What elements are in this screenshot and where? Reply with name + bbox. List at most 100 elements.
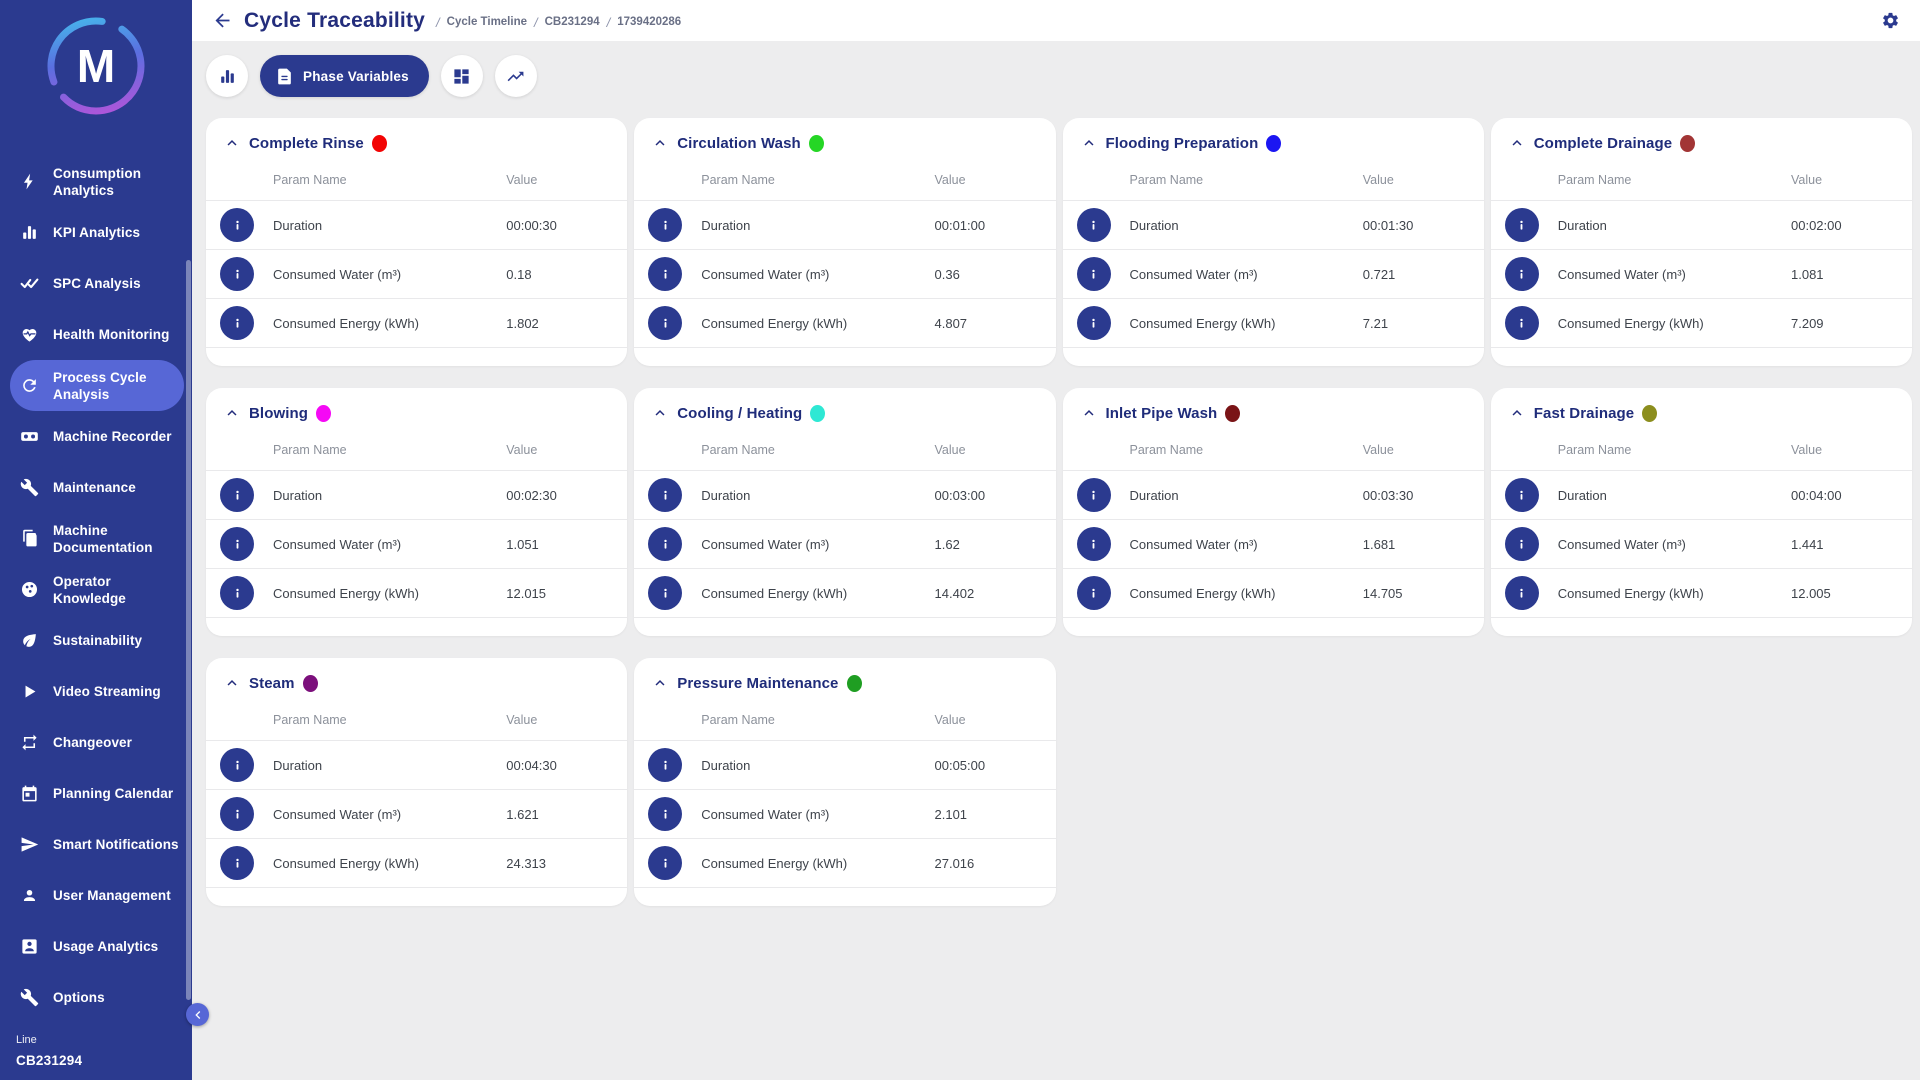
info-icon[interactable] [1076,208,1111,242]
sidebar-scrollbar[interactable] [186,260,191,1000]
sidebar-item-options[interactable]: Options [10,972,184,1023]
chevron-up-icon[interactable] [1508,404,1526,422]
table-row: Duration 00:01:00 [634,200,1056,249]
table-row: Consumed Water (m³) 1.681 [1062,519,1484,568]
column-header-value: Value [506,173,538,187]
back-button[interactable] [212,10,233,31]
info-icon[interactable] [220,478,254,512]
info-icon[interactable] [648,478,683,512]
sidebar-item-consumption-analytics[interactable]: Consumption Analytics [10,156,184,207]
info-icon[interactable] [220,576,254,610]
column-header-value: Value [934,173,966,187]
chevron-up-icon[interactable] [651,404,669,422]
svg-text:M: M [77,40,115,92]
sidebar-item-sustainability[interactable]: Sustainability [10,615,184,666]
sidebar-item-machine-documentation[interactable]: Machine Documentation [10,513,184,564]
column-header-param-name: Param Name [273,173,347,187]
info-icon[interactable] [648,527,683,561]
info-icon[interactable] [1504,576,1539,610]
table-row: Consumed Energy (kWh) 12.005 [1490,568,1912,618]
page-title: Cycle Traceability [244,8,426,32]
info-icon[interactable] [648,208,683,242]
chevron-up-icon[interactable] [223,404,241,422]
param-name: Consumed Water (m³) [273,536,402,552]
info-icon[interactable] [1504,208,1539,242]
breadcrumb-item-1739420286[interactable]: 1739420286 [617,16,682,28]
chevron-up-icon[interactable] [651,674,669,692]
sidebar-item-planning-calendar[interactable]: Planning Calendar [10,768,184,819]
table-header: Param Name Value [634,431,1055,470]
table-header: Param Name Value [1491,161,1912,200]
info-icon[interactable] [220,748,254,782]
breadcrumb-item-cb231294[interactable]: CB231294 [544,16,600,28]
param-value: 1.621 [506,806,539,822]
column-header-param-name: Param Name [273,713,347,727]
info-icon[interactable] [220,257,254,291]
chart-view-button[interactable] [206,55,248,97]
info-icon[interactable] [648,748,683,782]
chevron-up-icon[interactable] [223,674,241,692]
table-header: Param Name Value [1491,431,1912,470]
chevron-up-icon[interactable] [651,134,669,152]
info-icon[interactable] [1504,306,1539,340]
phase-color-dot [316,404,332,422]
sidebar-item-health-monitoring[interactable]: Health Monitoring [10,309,184,360]
chevron-up-icon[interactable] [1508,134,1526,152]
sidebar-item-maintenance[interactable]: Maintenance [10,462,184,513]
param-value: 1.802 [506,315,539,331]
sidebar-item-label: SPC Analysis [53,276,141,291]
info-icon[interactable] [220,797,254,831]
chevron-up-icon[interactable] [223,134,241,152]
sidebar-item-user-management[interactable]: User Management [10,870,184,921]
toolbar: Phase Variables [192,41,1920,97]
sidebar-item-process-cycle-analysis[interactable]: Process Cycle Analysis [10,360,184,411]
calendar-icon [18,784,40,803]
column-header-param-name: Param Name [701,443,775,457]
info-icon[interactable] [1076,306,1111,340]
leaf-icon [18,631,40,650]
sidebar-item-kpi-analytics[interactable]: KPI Analytics [10,207,184,258]
column-header-value: Value [934,443,966,457]
phase-card-cooling-heating: Cooling / Heating Param Name Value Duration… [634,388,1056,636]
table-header: Param Name Value [206,701,627,740]
sidebar-item-video-streaming[interactable]: Video Streaming [10,666,184,717]
sidebar-item-machine-recorder[interactable]: Machine Recorder [10,411,184,462]
param-name: Consumed Water (m³) [701,806,830,822]
phase-variables-button[interactable]: Phase Variables [260,55,429,97]
info-icon[interactable] [1504,527,1539,561]
sidebar-item-operator-knowledge[interactable]: Operator Knowledge [10,564,184,615]
info-icon[interactable] [648,257,683,291]
phase-card-header: Flooding Preparation [1063,118,1484,161]
param-name: Duration [273,487,323,503]
info-icon[interactable] [648,846,683,880]
param-value: 1.441 [1791,536,1824,552]
chevron-up-icon[interactable] [1080,134,1098,152]
info-icon[interactable] [648,306,683,340]
sidebar-item-smart-notifications[interactable]: Smart Notifications [10,819,184,870]
info-icon[interactable] [220,208,254,242]
info-icon[interactable] [1076,478,1111,512]
info-icon[interactable] [1076,527,1111,561]
info-icon[interactable] [1076,576,1111,610]
info-icon[interactable] [648,576,683,610]
info-icon[interactable] [648,797,683,831]
table-row: Consumed Water (m³) 1.441 [1490,519,1912,568]
info-icon[interactable] [220,306,254,340]
grid-view-button[interactable] [440,55,483,97]
sidebar-item-changeover[interactable]: Changeover [10,717,184,768]
info-icon[interactable] [220,527,254,561]
breadcrumb-item-cycle-timeline[interactable]: Cycle Timeline [446,16,527,28]
sidebar-item-spc-analysis[interactable]: SPC Analysis [10,258,184,309]
phase-card-blowing: Blowing Param Name Value Duration 00:02:30 Co… [206,388,628,636]
trend-view-button[interactable] [494,55,537,97]
sidebar-item-usage-analytics[interactable]: Usage Analytics [10,921,184,972]
info-icon[interactable] [220,846,254,880]
double-check-icon [18,274,40,293]
chevron-up-icon[interactable] [1080,404,1098,422]
sidebar-collapse-button[interactable] [186,1003,209,1026]
info-icon[interactable] [1076,257,1111,291]
settings-button[interactable] [1881,11,1900,30]
param-name: Consumed Water (m³) [701,266,830,282]
info-icon[interactable] [1504,257,1539,291]
info-icon[interactable] [1504,478,1539,512]
